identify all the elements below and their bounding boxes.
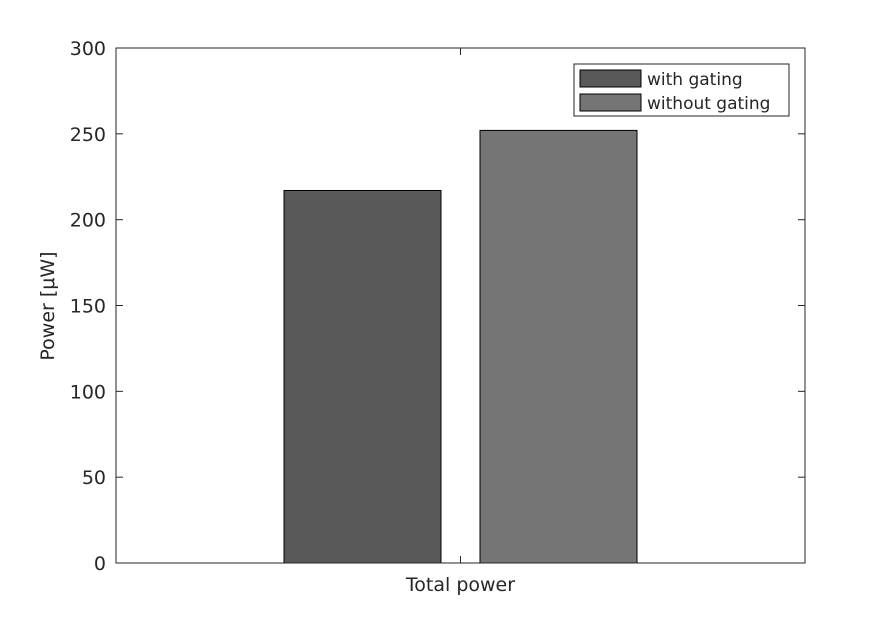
legend-label: without gating	[647, 94, 770, 114]
legend: with gating without gating	[573, 63, 790, 117]
y-tick-label: 300	[70, 38, 106, 60]
y-tick-label: 200	[70, 210, 106, 232]
x-tick-label: Total power	[405, 574, 515, 596]
y-axis-label: Power [μW]	[37, 251, 59, 360]
legend-swatch	[579, 69, 642, 88]
y-tick-label: 0	[94, 553, 106, 575]
y-tick-label: 150	[70, 296, 106, 318]
legend-label: with gating	[647, 70, 743, 90]
x-axis-ticks: Total power	[405, 48, 515, 596]
y-tick-label: 250	[70, 124, 106, 146]
y-tick-label: 100	[70, 381, 106, 403]
bars-group	[283, 129, 638, 564]
y-tick-label: 50	[82, 467, 106, 489]
legend-swatch	[579, 93, 642, 112]
bar-without-gating	[479, 129, 638, 564]
y-axis-ticks: 0 50 100 150 200 250 300	[70, 38, 805, 575]
bar-with-gating	[283, 189, 442, 564]
